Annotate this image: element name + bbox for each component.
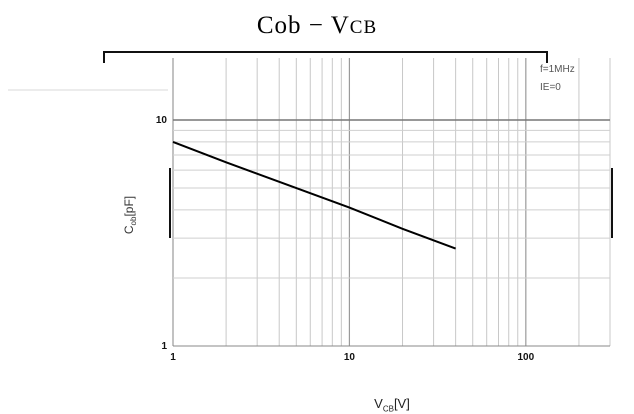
x-axis-label: VCB[V] [374,396,410,414]
plot-frame [8,51,613,347]
x-label-sub: CB [382,404,394,414]
title-param-sub: CB [349,17,378,38]
title-param: V [330,12,350,39]
condition-emitter-current: IE=0 [540,82,561,93]
y-label-main: C [121,225,136,235]
grid-lines [172,58,611,347]
x-label-unit: [V] [393,396,410,411]
y-tick-label: 10 [156,115,168,126]
y-tick-label: 1 [161,341,167,352]
x-tick-label: 1 [170,352,176,363]
condition-frequency: f=1MHz [540,64,575,75]
x-tick-label: 100 [517,352,534,363]
chart-title: Cob − VCB [0,12,634,40]
series-group [172,140,456,250]
title-main: Cob [256,12,302,39]
title-separator: − [308,12,324,39]
y-label-sub: ob [129,216,139,226]
tick-labels: 1 10 100 10 1 [156,115,535,363]
series-line-0 [172,140,456,250]
y-axis-label: Cob[pF] [122,196,138,234]
y-label-unit: [pF] [121,195,136,217]
x-tick-label: 10 [344,352,356,363]
x-label-main: V [374,396,383,411]
